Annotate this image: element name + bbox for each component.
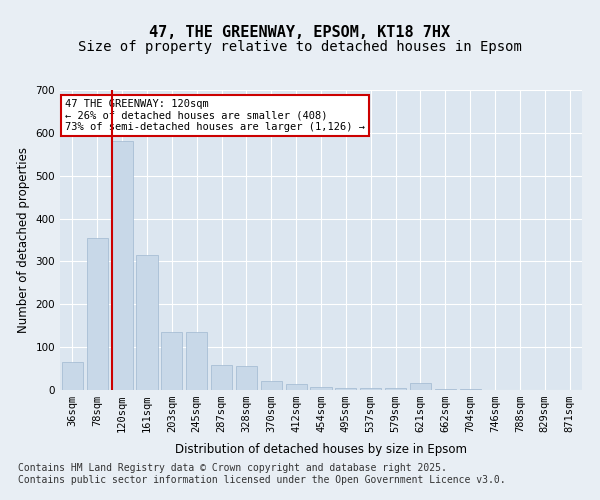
Y-axis label: Number of detached properties: Number of detached properties [17, 147, 30, 333]
Bar [410, 382, 431, 390]
X-axis label: Distribution of detached houses by size in Epsom: Distribution of detached houses by size … [175, 444, 467, 456]
Bar [310, 386, 332, 390]
Bar [87, 238, 108, 390]
Bar [211, 365, 232, 390]
Bar [236, 366, 257, 390]
Bar [136, 255, 158, 390]
Bar [435, 388, 456, 390]
Bar [186, 332, 207, 390]
Bar [112, 142, 133, 390]
Bar [460, 388, 481, 390]
Bar [286, 384, 307, 390]
Bar [161, 332, 182, 390]
Bar [360, 388, 381, 390]
Bar [62, 362, 83, 390]
Bar [385, 388, 406, 390]
Bar [335, 388, 356, 390]
Text: 47 THE GREENWAY: 120sqm
← 26% of detached houses are smaller (408)
73% of semi-d: 47 THE GREENWAY: 120sqm ← 26% of detache… [65, 99, 365, 132]
Text: Contains HM Land Registry data © Crown copyright and database right 2025.
Contai: Contains HM Land Registry data © Crown c… [18, 464, 506, 485]
Text: Size of property relative to detached houses in Epsom: Size of property relative to detached ho… [78, 40, 522, 54]
Bar [261, 382, 282, 390]
Text: 47, THE GREENWAY, EPSOM, KT18 7HX: 47, THE GREENWAY, EPSOM, KT18 7HX [149, 25, 451, 40]
